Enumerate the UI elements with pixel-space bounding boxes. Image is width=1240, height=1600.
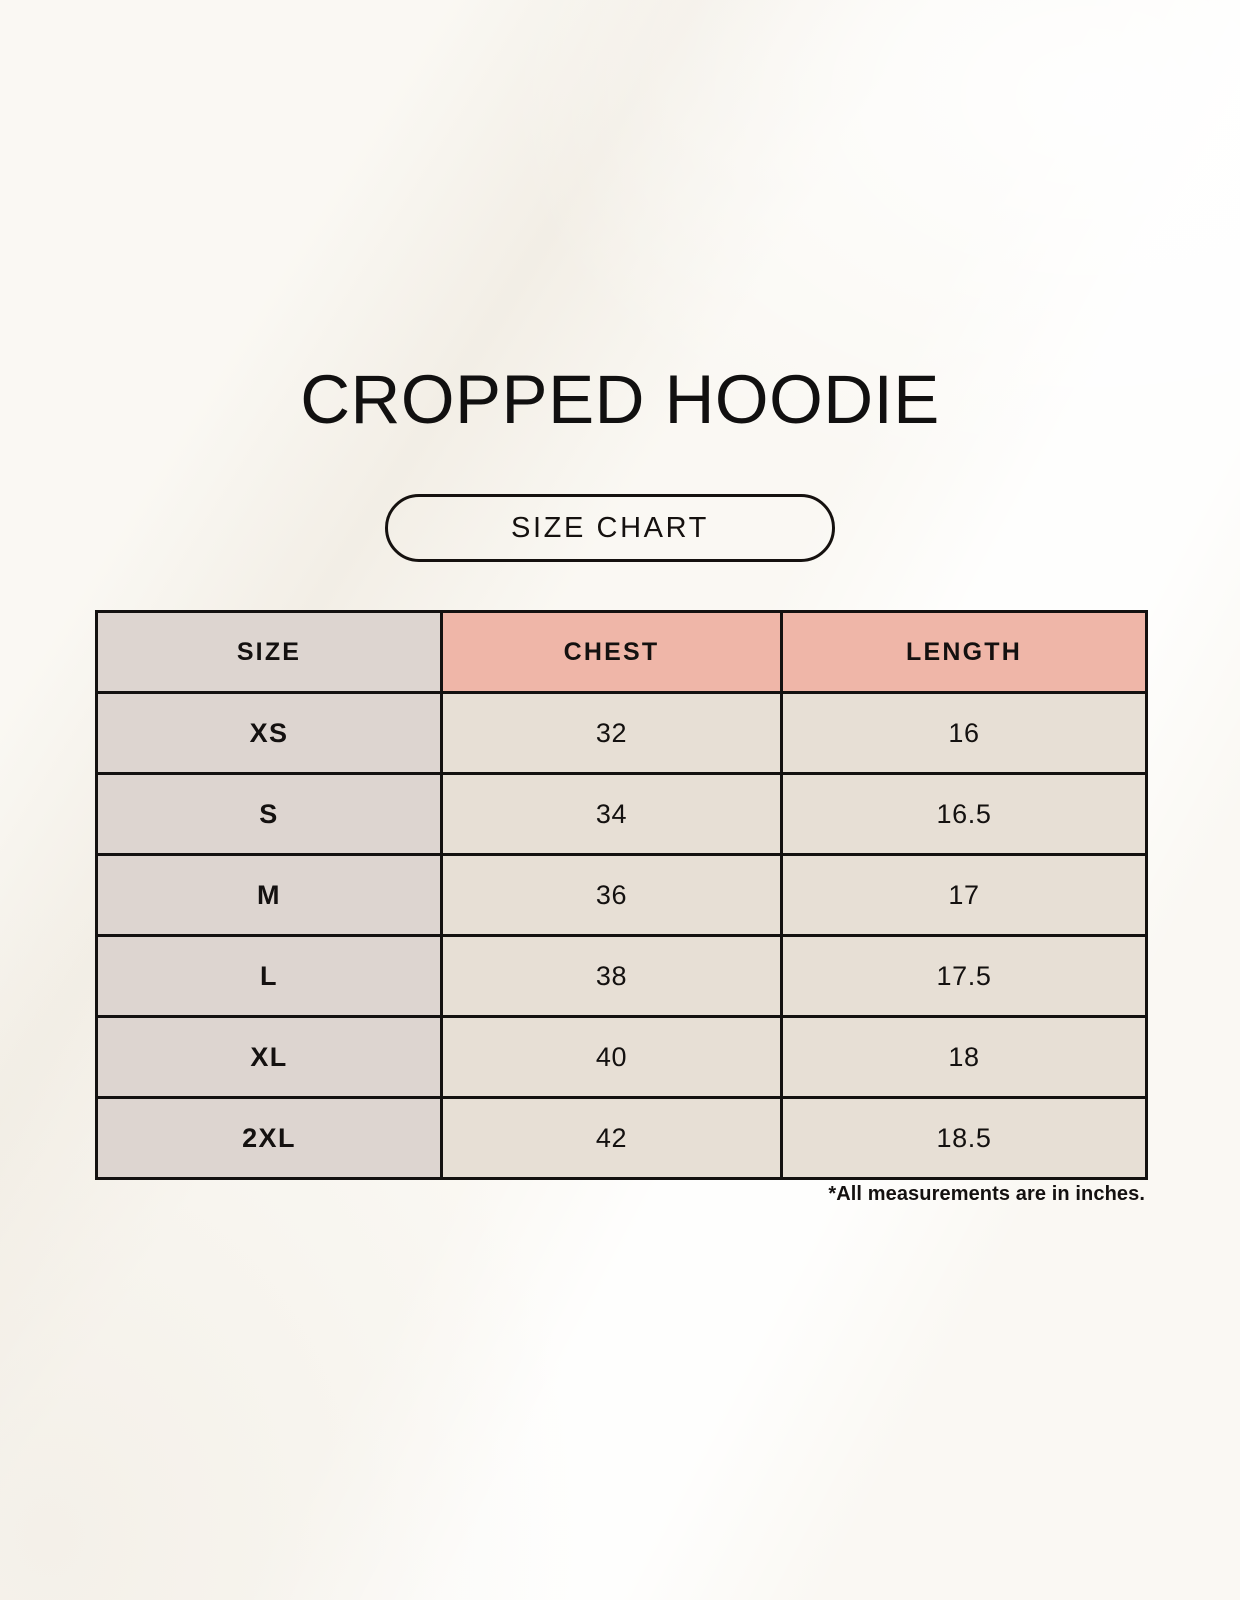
column-header-length: LENGTH (780, 610, 1148, 694)
table-row: L 38 17.5 (95, 934, 1148, 1018)
cell-chest: 36 (440, 853, 783, 937)
column-header-size: SIZE (95, 610, 443, 694)
cell-length: 16 (780, 691, 1148, 775)
cell-chest: 40 (440, 1015, 783, 1099)
cell-length: 17 (780, 853, 1148, 937)
page-title: CROPPED HOODIE (300, 361, 940, 438)
table-row: XL 40 18 (95, 1015, 1148, 1099)
cell-size: XL (95, 1015, 443, 1099)
cell-size: M (95, 853, 443, 937)
cell-length: 16.5 (780, 772, 1148, 856)
column-header-chest: CHEST (440, 610, 783, 694)
cell-size: L (95, 934, 443, 1018)
table-header-row: SIZE CHEST LENGTH (95, 610, 1148, 694)
table-row: S 34 16.5 (95, 772, 1148, 856)
measurement-units-note: *All measurements are in inches. (828, 1183, 1145, 1205)
cell-chest: 38 (440, 934, 783, 1018)
cell-length: 17.5 (780, 934, 1148, 1018)
table-row: XS 32 16 (95, 691, 1148, 775)
cell-size: S (95, 772, 443, 856)
cell-chest: 34 (440, 772, 783, 856)
cell-size: XS (95, 691, 443, 775)
cell-chest: 32 (440, 691, 783, 775)
cell-length: 18.5 (780, 1096, 1148, 1180)
cell-size: 2XL (95, 1096, 443, 1180)
table-row: M 36 17 (95, 853, 1148, 937)
table-row: 2XL 42 18.5 (95, 1096, 1148, 1180)
size-chart-badge-label: SIZE CHART (511, 511, 709, 544)
cell-length: 18 (780, 1015, 1148, 1099)
size-chart-table: SIZE CHEST LENGTH XS 32 16 S 34 16.5 M 3… (95, 610, 1148, 1180)
size-chart-badge: SIZE CHART (385, 494, 835, 562)
cell-chest: 42 (440, 1096, 783, 1180)
